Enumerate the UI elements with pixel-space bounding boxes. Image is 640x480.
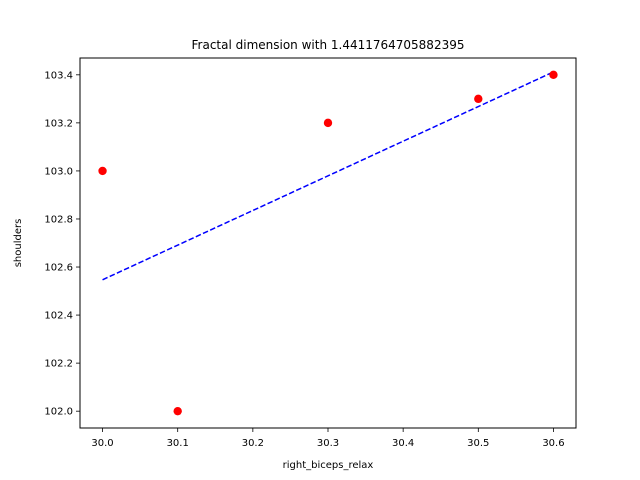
y-axis: 102.0 102.2 102.4 102.6 102.8 103.0 103.2 103.4	[44, 70, 80, 418]
x-tick-label: 30.3	[317, 438, 339, 449]
x-tick-label: 30.0	[91, 438, 113, 449]
y-tick-label: 102.6	[44, 263, 73, 274]
y-tick-label: 102.0	[44, 407, 73, 418]
y-tick-label: 102.2	[44, 359, 73, 370]
data-point	[474, 94, 483, 104]
y-axis-label: shoulders	[13, 219, 24, 268]
x-tick-label: 30.2	[242, 438, 264, 449]
y-tick-label: 103.0	[44, 166, 73, 177]
fit-line	[102, 71, 554, 281]
y-tick-label: 103.4	[44, 70, 73, 81]
x-tick-label: 30.6	[542, 438, 564, 449]
plot-content	[98, 70, 558, 416]
x-tick-label: 30.4	[392, 438, 414, 449]
x-tick-label: 30.5	[467, 438, 489, 449]
y-tick-label: 102.4	[44, 311, 73, 322]
y-tick-label: 102.8	[44, 214, 73, 225]
data-point	[549, 70, 558, 80]
data-point	[98, 166, 107, 176]
x-axis: 30.0 30.1 30.2 30.3 30.4 30.5 30.6	[91, 428, 565, 449]
plot-frame	[79, 57, 577, 429]
y-tick-label: 103.2	[44, 118, 73, 129]
data-point	[173, 406, 182, 416]
chart-title: Fractal dimension with 1.441176470588239…	[192, 38, 465, 52]
x-tick-label: 30.1	[167, 438, 189, 449]
x-axis-label: right_biceps_relax	[283, 460, 374, 471]
data-point	[323, 118, 333, 128]
